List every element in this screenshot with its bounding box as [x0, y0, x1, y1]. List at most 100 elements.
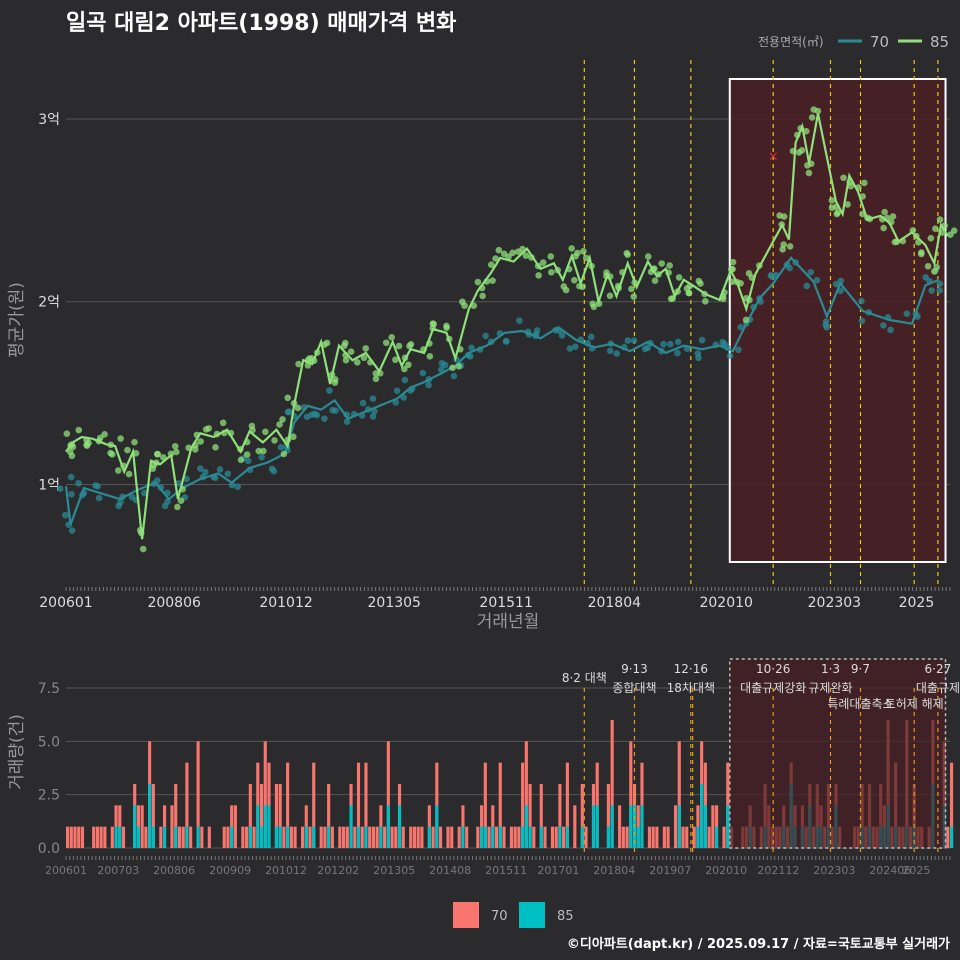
price-point-85 [294, 404, 302, 412]
price-point-70 [258, 453, 266, 461]
price-point-85 [443, 322, 450, 330]
volume-bar-85 [133, 805, 137, 848]
volume-annotation-date: 8·2 대책 [562, 670, 607, 685]
volume-bar-70 [356, 762, 361, 848]
volume-bar-70 [159, 826, 163, 848]
price-point-70 [822, 318, 830, 325]
volume-annotation-policy: 규제완화 [808, 681, 852, 695]
price-point-85 [255, 447, 263, 455]
volume-bar-70 [162, 805, 167, 848]
volume-bar-70 [181, 826, 185, 848]
price-point-85 [805, 169, 813, 177]
volume-bar-70 [252, 826, 256, 848]
volume-bar-70 [696, 805, 700, 848]
price-point-70 [737, 323, 744, 331]
price-point-70 [369, 413, 377, 420]
volume-x-tick-label: 200909 [209, 864, 251, 877]
volume-bar-70 [241, 826, 245, 848]
volume-bar-85 [259, 826, 264, 848]
price-point-70 [224, 470, 232, 478]
price-point-70 [95, 494, 103, 502]
volume-bar-70 [289, 826, 293, 848]
price-point-85 [125, 470, 133, 478]
volume-annotation-date: 9·13 [621, 662, 648, 676]
volume-bar-70 [666, 826, 670, 848]
volume-bar-70 [230, 805, 234, 848]
legend-bottom-70-swatch [453, 902, 479, 928]
volume-bar-85 [565, 826, 569, 848]
price-point-85 [177, 497, 185, 504]
volume-bar-85 [267, 805, 271, 848]
price-point-85 [342, 356, 350, 364]
volume-bar-70 [95, 826, 99, 848]
price-point-85 [131, 438, 138, 446]
volume-bar-85 [248, 826, 252, 848]
volume-annotation-date: 10·26 [756, 662, 790, 676]
volume-bar-70 [136, 805, 140, 848]
price-point-70 [62, 511, 69, 519]
volume-bar-85 [356, 826, 361, 848]
price-point-70 [624, 337, 632, 344]
volume-bar-70 [677, 741, 681, 848]
price-point-70 [558, 332, 566, 339]
price-point-85 [388, 334, 395, 341]
volume-bar-85 [256, 805, 260, 848]
price-point-85 [728, 278, 736, 286]
price-point-70 [401, 376, 409, 384]
volume-bar-70 [517, 826, 521, 848]
price-point-70 [438, 360, 446, 367]
volume-bar-70 [625, 826, 629, 848]
price-point-85 [701, 297, 709, 305]
price-point-85 [153, 450, 161, 458]
price-point-85 [745, 269, 753, 277]
price-point-70 [807, 268, 815, 276]
price-point-70 [228, 481, 236, 489]
price-point-70 [630, 337, 638, 344]
price-point-85 [630, 293, 638, 300]
volume-annotation-date: 12·16 [674, 662, 708, 676]
volume-bar-85 [278, 826, 282, 848]
volume-annotation-policy: 특례대출축소 [827, 697, 893, 711]
price-point-70 [768, 273, 776, 280]
volume-bar-70 [248, 784, 252, 848]
volume-bar-70 [274, 784, 279, 848]
volume-bar-70 [431, 826, 435, 848]
price-point-70 [641, 345, 649, 353]
volume-annotation-date: 1·3 [821, 662, 840, 676]
volume-annotation-policy: 토허제 해제 [885, 697, 944, 711]
volume-bar-70 [196, 741, 200, 848]
price-point-85 [932, 225, 939, 233]
price-point-85 [742, 316, 750, 324]
price-point-85 [535, 272, 542, 279]
volume-x-tick-label: 202303 [813, 864, 855, 877]
volume-bar-70 [293, 826, 297, 848]
price-point-70 [813, 276, 821, 284]
price-point-70 [67, 473, 75, 481]
price-y-axis-title: 평균가(원) [7, 282, 27, 358]
price-point-85 [174, 503, 181, 511]
volume-y-tick-label: 5.0 [38, 734, 60, 750]
price-point-85 [372, 375, 380, 383]
volume-bar-85 [700, 784, 704, 848]
volume-bar-70 [207, 826, 211, 848]
price-point-70 [277, 443, 285, 451]
price-point-70 [695, 354, 702, 362]
price-point-70 [313, 411, 321, 419]
volume-bar-70 [118, 805, 122, 848]
volume-bar-70 [338, 826, 342, 848]
price-point-70 [326, 387, 333, 394]
volume-bar-70 [151, 784, 155, 848]
price-point-85 [666, 262, 673, 269]
volume-bar-70 [521, 762, 525, 848]
volume-bar-70 [502, 826, 506, 848]
price-point-85 [644, 253, 652, 260]
volume-bar-70 [543, 826, 547, 848]
price-x-tick-label: 201511 [479, 595, 532, 611]
volume-bar-70 [185, 762, 189, 848]
price-point-85 [623, 249, 631, 257]
price-point-70 [726, 352, 734, 360]
volume-bar-85 [263, 805, 267, 848]
volume-bar-70 [360, 826, 364, 848]
volume-bar-70 [554, 826, 558, 848]
price-point-85 [243, 451, 251, 458]
